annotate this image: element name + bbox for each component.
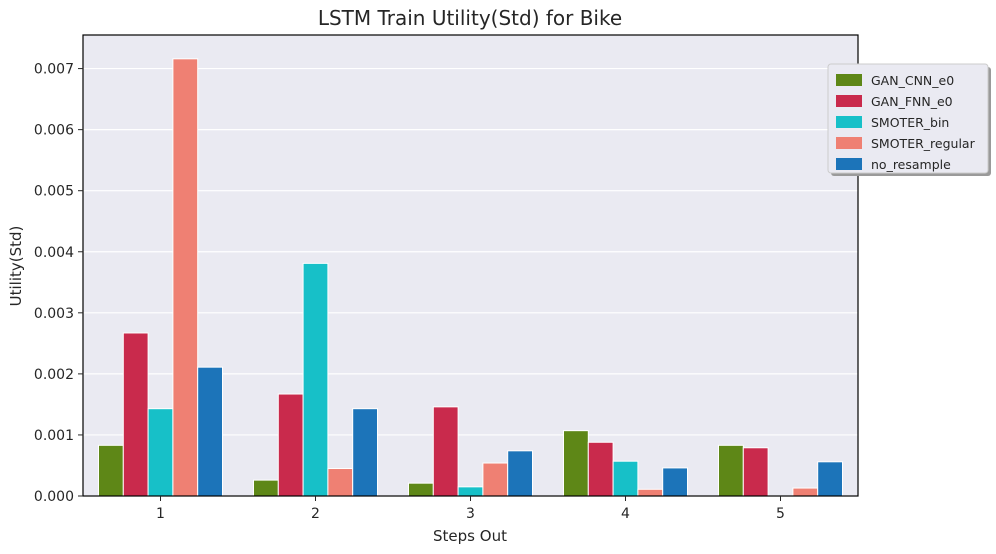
bar-no-resample-1 — [197, 366, 223, 497]
bar-gan-cnn-e0-5 — [718, 444, 744, 497]
bar-smoter-bin-2 — [302, 262, 329, 497]
x-tick-label: 3 — [466, 506, 475, 522]
legend-entry-label: no_resample — [871, 157, 951, 172]
legend-entry-label: GAN_FNN_e0 — [871, 94, 953, 109]
bar-gan-fnn-e0-1 — [122, 332, 149, 497]
chart-title: LSTM Train Utility(Std) for Bike — [318, 6, 622, 30]
y-tick-label: 0.007 — [34, 62, 74, 78]
bar-gan-fnn-e0-5 — [742, 447, 769, 497]
y-axis-ticks: 0.000 0.001 0.002 0.003 0.004 0.005 0.006 0.007 — [34, 62, 83, 505]
bar-smoter-regular-3 — [482, 462, 509, 497]
bar-gan-cnn-e0-4 — [563, 430, 589, 497]
bar-smoter-regular-2 — [327, 468, 354, 497]
x-axis-label: Steps Out — [433, 527, 507, 545]
y-tick-label: 0.000 — [34, 489, 74, 505]
bar-no-resample-4 — [662, 467, 689, 497]
y-tick-label: 0.002 — [34, 367, 74, 383]
legend-swatch — [836, 95, 862, 107]
legend-swatch — [836, 74, 862, 86]
bar-gan-fnn-e0-2 — [277, 393, 304, 497]
bar-smoter-regular-1 — [172, 58, 199, 497]
bar-no-resample-5 — [817, 461, 844, 497]
bar-gan-fnn-e0-4 — [587, 441, 614, 497]
x-tick-label: 4 — [621, 506, 630, 522]
bar-gan-cnn-e0-2 — [253, 479, 279, 497]
bar-smoter-regular-4 — [637, 488, 664, 497]
bar-smoter-bin-4 — [612, 460, 639, 497]
y-tick-label: 0.005 — [34, 184, 74, 200]
legend-swatch — [836, 116, 862, 128]
x-axis-ticks: 1 2 3 4 5 — [156, 496, 785, 522]
bar-gan-cnn-e0-3 — [408, 482, 434, 497]
legend-entry-label: GAN_CNN_e0 — [871, 73, 954, 88]
y-tick-label: 0.001 — [34, 428, 74, 444]
y-tick-label: 0.006 — [34, 123, 74, 139]
legend-entry-label: SMOTER_bin — [871, 115, 949, 130]
legend-box — [827, 63, 989, 174]
bar-gan-fnn-e0-3 — [432, 406, 459, 497]
legend-entry-label: SMOTER_regular — [871, 136, 976, 151]
y-tick-label: 0.003 — [34, 306, 74, 322]
bar-gan-cnn-e0-1 — [98, 444, 124, 497]
bars — [98, 58, 844, 497]
y-axis-label: Utility(Std) — [7, 226, 25, 307]
x-tick-label: 2 — [311, 506, 320, 522]
x-tick-label: 5 — [776, 506, 785, 522]
legend-swatch — [836, 158, 862, 170]
y-tick-label: 0.004 — [34, 245, 74, 261]
bar-smoter-bin-1 — [147, 408, 174, 497]
bar-no-resample-3 — [507, 450, 534, 497]
x-tick-label: 1 — [156, 506, 165, 522]
legend-swatch — [836, 137, 862, 149]
bar-no-resample-2 — [352, 408, 379, 497]
legend: GAN_CNN_e0 GAN_FNN_e0 SMOTER_bin SMOTER_reg… — [827, 63, 991, 176]
bar-smoter-bin-3 — [457, 486, 484, 497]
bar-smoter-regular-5 — [792, 487, 819, 497]
